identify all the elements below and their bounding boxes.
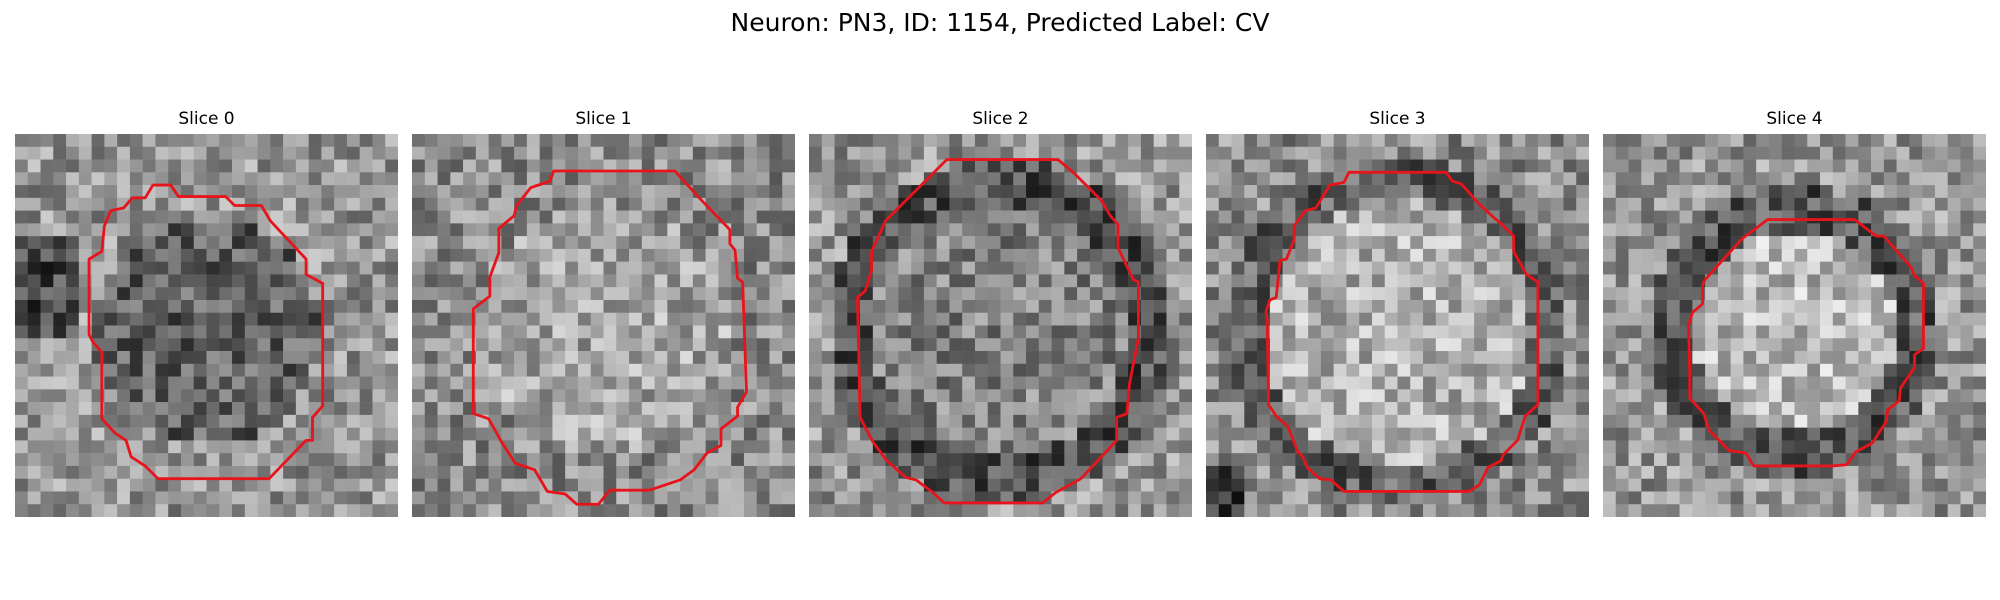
slice-image-2 [809,134,1192,517]
neuron-contour-1 [471,169,748,506]
slice-panel-2: Slice 2 [809,108,1192,517]
slice-title-1: Slice 1 [575,109,632,129]
neuron-contour-4 [1687,218,1925,468]
slice-image-4 [1603,134,1986,517]
slice-panel-1: Slice 1 [412,108,795,517]
slice-image-1 [412,134,795,517]
slice-title-4: Slice 4 [1766,109,1823,129]
neuron-contour-0 [87,183,325,481]
figure-title: Neuron: PN3, ID: 1154, Predicted Label: … [730,8,1270,37]
slice-title-0: Slice 0 [178,109,235,129]
neuron-contour-3 [1264,170,1540,493]
pixel-grid-4 [1603,134,1986,517]
slice-image-0 [15,134,398,517]
slice-title-3: Slice 3 [1369,109,1426,129]
pixel-grid-2 [809,134,1192,517]
pixel-grid-0 [15,134,398,517]
slice-image-3 [1206,134,1589,517]
slice-title-2: Slice 2 [972,109,1029,129]
slice-panel-0: Slice 0 [15,108,398,517]
neuron-contour-2 [856,158,1140,505]
pixel-grid-3 [1206,134,1589,517]
slice-panel-3: Slice 3 [1206,108,1589,517]
slice-panel-4: Slice 4 [1603,108,1986,517]
pixel-grid-1 [412,134,795,517]
